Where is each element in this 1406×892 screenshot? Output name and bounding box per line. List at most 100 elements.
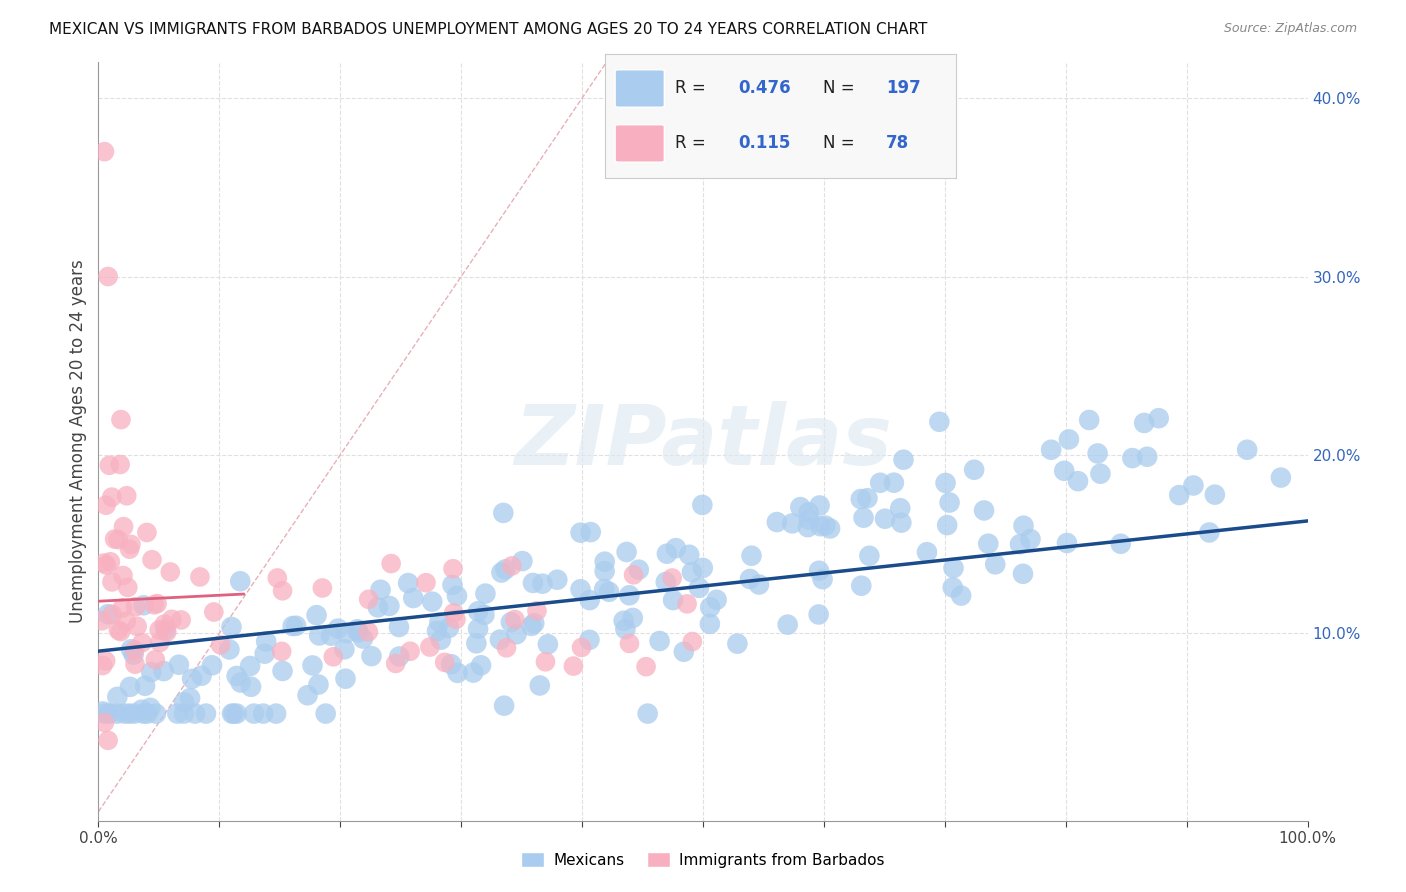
Point (93, 556, 115, 570)
Point (1121, 451, 1143, 466)
Point (240, 680, 263, 694)
Text: 78: 78 (886, 135, 908, 153)
Point (569, 582, 592, 597)
Point (512, 554, 534, 568)
Point (132, 706, 155, 721)
Point (97, 607, 120, 622)
Point (1053, 464, 1076, 478)
Point (94, 706, 117, 721)
Point (322, 649, 344, 664)
Point (124, 643, 146, 657)
Point (655, 547, 678, 561)
Point (814, 518, 837, 533)
Point (252, 706, 274, 721)
Point (661, 571, 683, 585)
Point (437, 621, 460, 635)
Point (676, 597, 699, 611)
Point (915, 545, 938, 559)
Point (94, 654, 117, 668)
Point (619, 588, 641, 602)
Point (335, 626, 357, 640)
Point (678, 548, 700, 562)
Point (167, 657, 190, 672)
Point (152, 664, 174, 678)
Point (173, 695, 195, 709)
Point (520, 619, 543, 633)
Point (474, 586, 496, 600)
Point (1090, 467, 1112, 481)
Point (420, 595, 443, 609)
Point (170, 613, 193, 627)
Point (388, 649, 411, 664)
Point (153, 617, 176, 632)
Point (440, 657, 463, 672)
Point (326, 622, 349, 636)
Point (1078, 413, 1101, 427)
Point (93, 715, 115, 730)
Point (562, 659, 585, 673)
Point (335, 672, 357, 686)
Point (928, 415, 950, 429)
Point (179, 691, 201, 706)
Point (118, 680, 141, 694)
Point (699, 600, 721, 615)
Point (807, 607, 830, 622)
Point (619, 636, 641, 650)
Point (494, 562, 516, 576)
Point (474, 607, 496, 622)
Point (1087, 446, 1109, 460)
Point (614, 622, 637, 636)
Point (149, 635, 172, 649)
Point (1168, 488, 1191, 502)
Point (305, 608, 328, 623)
Point (141, 665, 163, 679)
Point (1012, 566, 1035, 581)
Point (1012, 518, 1035, 533)
Point (935, 475, 957, 490)
Point (797, 513, 820, 527)
Point (1056, 536, 1078, 550)
Point (492, 506, 515, 520)
Point (188, 570, 211, 584)
Point (347, 625, 370, 640)
Point (1270, 470, 1292, 484)
Point (1236, 442, 1258, 457)
Point (977, 537, 1000, 551)
Point (950, 589, 973, 603)
Point (333, 642, 356, 657)
Point (97, 269, 120, 284)
Text: R =: R = (675, 79, 711, 97)
Point (1136, 450, 1159, 464)
Point (467, 604, 489, 618)
Point (942, 561, 965, 575)
Point (181, 672, 204, 686)
Point (367, 600, 389, 615)
Point (578, 632, 600, 647)
Point (470, 658, 492, 673)
Point (1147, 411, 1170, 425)
Point (419, 640, 441, 654)
Point (593, 564, 616, 578)
Point (797, 520, 820, 534)
Point (118, 706, 141, 721)
Point (579, 525, 602, 540)
Point (808, 499, 831, 513)
Point (495, 640, 517, 655)
Point (808, 564, 831, 578)
Point (271, 664, 294, 678)
Point (101, 574, 124, 589)
Point (662, 593, 685, 607)
Point (105, 690, 128, 704)
Point (443, 606, 465, 620)
Point (963, 463, 986, 477)
Point (1040, 442, 1063, 457)
Point (111, 568, 134, 582)
Point (118, 542, 141, 557)
Point (285, 619, 308, 633)
Point (221, 706, 243, 721)
Point (637, 706, 659, 721)
Point (681, 565, 703, 579)
Point (623, 567, 645, 582)
Point (311, 581, 333, 595)
Point (766, 515, 789, 529)
